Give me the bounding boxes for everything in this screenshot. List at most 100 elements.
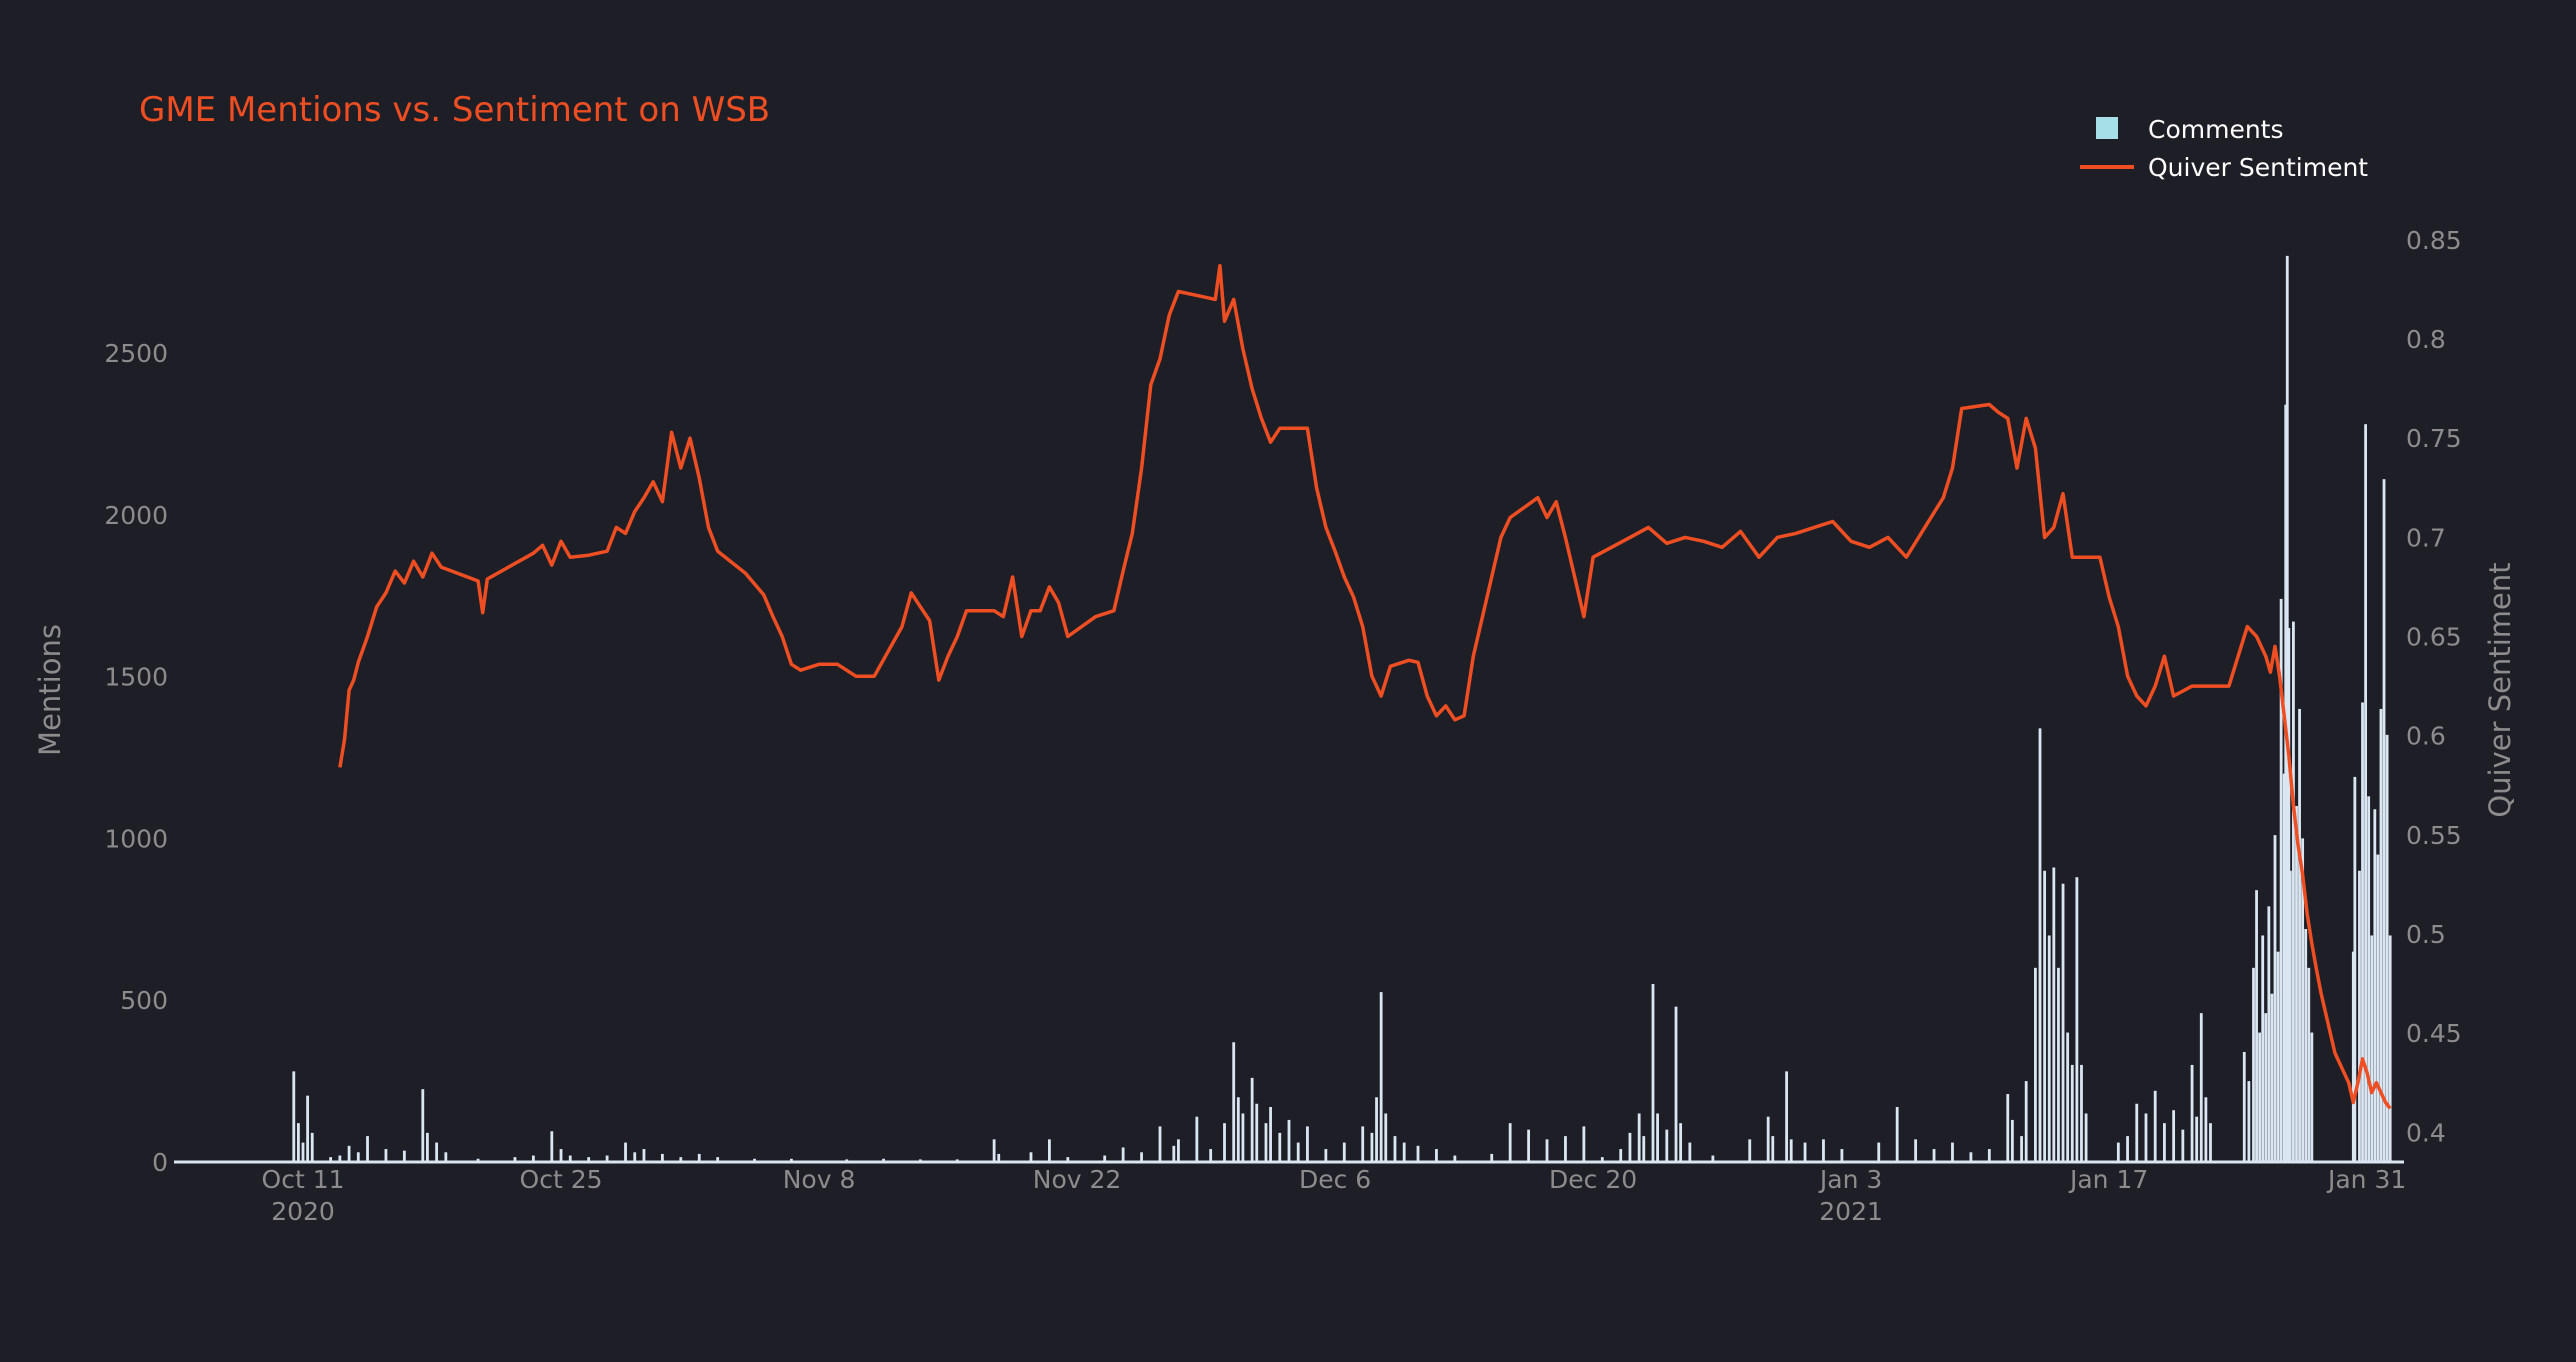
comments-bar xyxy=(1748,1139,1752,1162)
comments-bar xyxy=(1048,1139,1051,1162)
comments-bar xyxy=(2261,935,2265,1162)
comments-bar xyxy=(1987,1149,1991,1162)
comments-bar xyxy=(1789,1139,1793,1162)
comments-bar xyxy=(1508,1123,1512,1162)
comments-bar xyxy=(1564,1136,1567,1162)
comments-bar xyxy=(2273,835,2277,1162)
comments-bar xyxy=(1209,1149,1213,1162)
comments-bar xyxy=(2190,1064,2194,1162)
comments-bar xyxy=(1278,1132,1282,1162)
y-right-tick-label: 0.6 xyxy=(2406,722,2446,751)
comments-bar xyxy=(2057,967,2060,1162)
comments-bar xyxy=(1840,1149,1844,1162)
comments-bar xyxy=(1642,1136,1646,1162)
x-tick-label: Jan 31 xyxy=(2326,1165,2406,1194)
comments-bar xyxy=(2307,967,2311,1162)
comments-bar xyxy=(366,1136,369,1162)
x-tick-label: Oct 11 xyxy=(262,1165,345,1194)
comments-bar xyxy=(2020,1136,2023,1162)
comments-bar xyxy=(297,1123,300,1162)
comments-bar xyxy=(559,1149,563,1162)
comments-bar xyxy=(292,1071,296,1162)
comments-bar xyxy=(1637,1113,1641,1162)
comments-bar xyxy=(1803,1142,1807,1162)
comments-bar xyxy=(568,1155,572,1162)
comments-bar xyxy=(1665,1129,1669,1162)
comments-bar xyxy=(2370,935,2374,1162)
comments-bar xyxy=(2172,1110,2176,1162)
comments-bar xyxy=(301,1142,305,1162)
comments-bar xyxy=(1223,1123,1226,1162)
comments-bar xyxy=(1306,1126,1309,1162)
comments-bar xyxy=(1269,1106,1272,1162)
comments-bar xyxy=(444,1152,448,1162)
comments-bar xyxy=(642,1149,646,1162)
y-right-axis-title: Quiver Sentiment xyxy=(2483,562,2517,817)
comments-bar xyxy=(2361,702,2364,1162)
comments-bar xyxy=(605,1155,609,1162)
comments-bar xyxy=(2043,870,2047,1162)
comments-bar xyxy=(1688,1142,1692,1162)
comments-bar xyxy=(679,1157,683,1162)
sentiment-series xyxy=(338,263,2392,1110)
comments-bar xyxy=(2242,1051,2246,1162)
comments-bar xyxy=(1324,1149,1328,1162)
comments-bar xyxy=(1527,1129,1530,1162)
comments-bar xyxy=(2276,951,2280,1162)
comments-bar xyxy=(2310,1032,2314,1162)
comments-bar xyxy=(2144,1113,2148,1162)
comments-bar xyxy=(2292,621,2295,1162)
comments-bar xyxy=(1177,1139,1180,1162)
comments-bar xyxy=(2367,796,2371,1162)
chart-title: GME Mentions vs. Sentiment on WSB xyxy=(139,90,770,130)
comments-bar xyxy=(633,1152,637,1162)
comments-bar xyxy=(1951,1142,1954,1162)
comments-bar xyxy=(2382,479,2386,1162)
comments-bar xyxy=(2295,806,2298,1162)
comments-bar xyxy=(660,1153,664,1162)
y-right-tick-label: 0.85 xyxy=(2406,226,2462,255)
comments-bar xyxy=(2116,1142,2120,1162)
y-right-tick-label: 0.4 xyxy=(2406,1118,2446,1147)
legend-label-sentiment: Quiver Sentiment xyxy=(2148,153,2368,182)
comments-bar xyxy=(1296,1142,1300,1162)
x-tick-year-label: 2020 xyxy=(271,1197,335,1226)
comments-bar xyxy=(1656,1113,1659,1162)
comments-bar xyxy=(513,1157,517,1162)
comments-bar xyxy=(2258,1032,2262,1162)
comments-bar xyxy=(2351,951,2355,1162)
comments-bar xyxy=(421,1089,425,1162)
comments-bar xyxy=(1342,1142,1346,1162)
comments-bar xyxy=(2364,424,2368,1163)
comments-bar xyxy=(2061,883,2065,1162)
comments-bar xyxy=(2247,1081,2251,1162)
comments-bar xyxy=(2385,734,2389,1162)
comments-bar xyxy=(2163,1123,2166,1162)
comments-bar xyxy=(789,1158,793,1162)
comments-bar xyxy=(2282,773,2286,1162)
comments-bar xyxy=(2255,890,2258,1162)
comments-bar xyxy=(624,1142,627,1162)
comments-bar xyxy=(1914,1139,1918,1162)
comments-bar xyxy=(1402,1142,1406,1162)
comments-bar xyxy=(2195,1116,2199,1162)
y-right-tick-label: 0.7 xyxy=(2406,523,2446,552)
y-left-tick-label: 1500 xyxy=(104,663,168,692)
y-right-tick-label: 0.8 xyxy=(2406,325,2446,354)
y-left-tick-label: 2000 xyxy=(104,501,168,530)
comments-bar xyxy=(1711,1155,1715,1162)
x-tick-label: Dec 20 xyxy=(1549,1165,1637,1194)
comments-bar xyxy=(2388,935,2392,1162)
comments-bar xyxy=(2279,598,2283,1162)
comments-bar xyxy=(2126,1136,2129,1162)
comments-bar xyxy=(402,1150,406,1162)
comments-bar xyxy=(2379,708,2383,1162)
y-left-tick-label: 1000 xyxy=(104,824,168,853)
comments-bar xyxy=(2301,838,2305,1162)
comments-bar xyxy=(2264,1013,2268,1162)
comments-bar xyxy=(2010,1119,2014,1162)
comments-bar xyxy=(2181,1129,2185,1162)
comments-bar xyxy=(476,1158,480,1162)
comments-bar xyxy=(1393,1136,1397,1162)
comments-bar xyxy=(310,1132,314,1162)
